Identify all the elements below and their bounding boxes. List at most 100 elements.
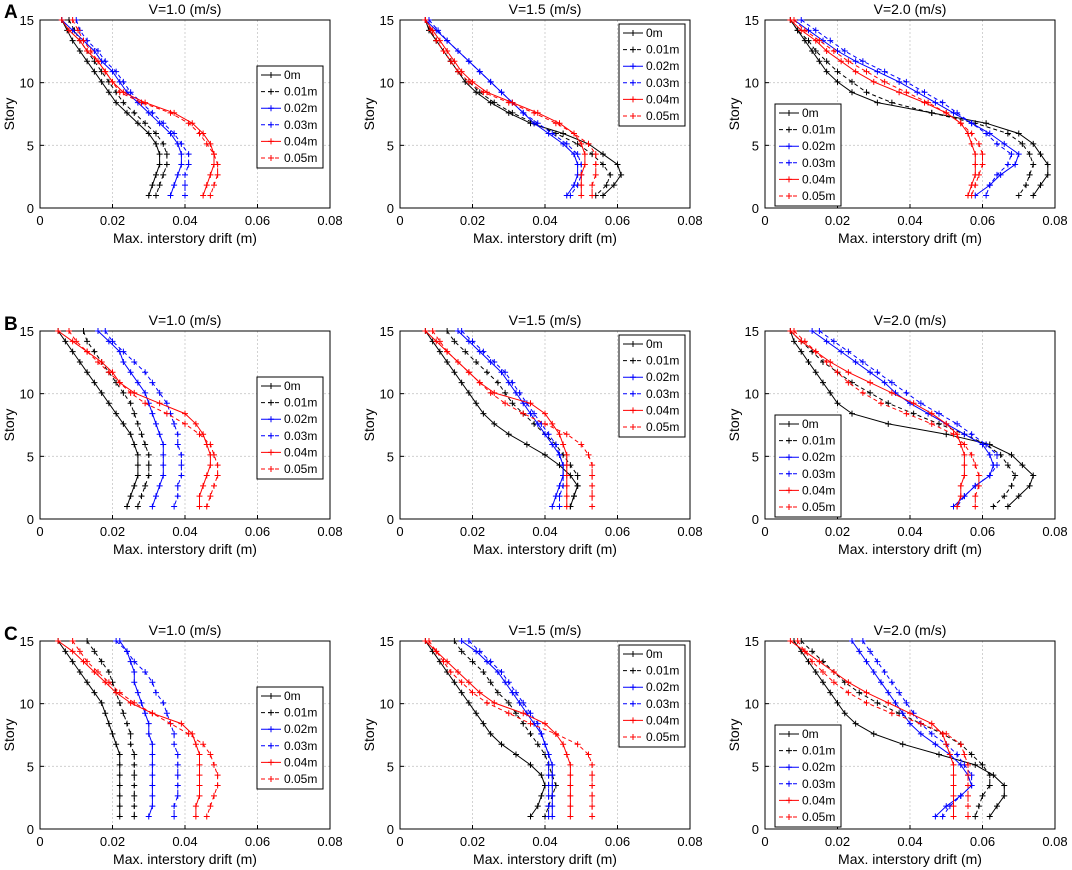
data-point xyxy=(444,348,451,355)
data-point xyxy=(134,379,141,386)
data-point xyxy=(76,668,83,675)
x-tick-label: 0 xyxy=(761,834,768,849)
data-point xyxy=(852,358,859,365)
data-point xyxy=(542,451,548,458)
data-point xyxy=(556,431,563,438)
data-point xyxy=(542,720,548,727)
legend-marker xyxy=(630,667,636,674)
data-point xyxy=(178,472,185,479)
series-line-0-05m xyxy=(68,330,219,507)
data-point xyxy=(994,451,1000,458)
data-point xyxy=(171,503,178,510)
data-point xyxy=(954,109,961,116)
data-point xyxy=(1030,161,1037,168)
data-point xyxy=(574,482,581,489)
y-tick-label: 5 xyxy=(387,449,394,464)
data-point xyxy=(138,493,145,500)
data-point xyxy=(160,140,167,147)
chart-title: V=1.5 (m/s) xyxy=(509,312,582,328)
data-point xyxy=(820,668,826,675)
data-point xyxy=(1019,140,1026,147)
data-point xyxy=(171,130,178,137)
data-point xyxy=(545,792,552,799)
data-point xyxy=(809,328,816,334)
data-point xyxy=(589,503,596,510)
data-point xyxy=(957,792,964,799)
data-point xyxy=(131,772,138,779)
data-point xyxy=(149,710,156,717)
data-point xyxy=(109,338,116,345)
data-point xyxy=(578,192,585,199)
data-point xyxy=(820,379,826,386)
data-point xyxy=(845,379,852,386)
data-point xyxy=(105,679,112,686)
data-point xyxy=(801,338,808,345)
legend-marker xyxy=(268,759,274,766)
y-axis-label: Story xyxy=(361,98,377,131)
data-point xyxy=(545,813,552,820)
legend-label: 0m xyxy=(802,417,819,431)
y-tick-label: 0 xyxy=(387,512,394,527)
data-point xyxy=(214,462,221,469)
data-point xyxy=(156,151,163,158)
data-point xyxy=(820,679,826,686)
legend-box xyxy=(256,65,324,169)
data-point xyxy=(171,803,178,810)
data-point xyxy=(487,658,494,665)
data-point xyxy=(62,648,69,655)
legend: 0m 0.01m 0.02m 0.03m 0.04m 0.05m xyxy=(774,414,842,518)
data-point xyxy=(66,328,72,334)
data-point xyxy=(149,410,156,417)
legend-label: 0m xyxy=(646,647,663,661)
data-point xyxy=(487,389,494,396)
x-tick-label: 0.08 xyxy=(317,834,342,849)
data-point xyxy=(994,171,1000,178)
data-point xyxy=(975,140,982,147)
data-point xyxy=(84,348,91,355)
data-point xyxy=(921,89,928,96)
data-point xyxy=(458,648,465,655)
data-point xyxy=(827,37,834,44)
x-tick-label: 0.08 xyxy=(1042,524,1067,539)
data-point xyxy=(465,389,472,396)
data-point xyxy=(153,130,159,137)
data-point xyxy=(498,89,505,96)
data-point xyxy=(469,658,476,665)
legend-label: 0.02m xyxy=(802,139,835,153)
data-point xyxy=(563,472,570,479)
data-point xyxy=(1023,182,1029,189)
data-point xyxy=(203,140,210,147)
legend-marker xyxy=(268,466,274,472)
data-point xyxy=(196,761,203,768)
legend-label: 0.01m xyxy=(284,706,317,720)
x-tick-label: 0.04 xyxy=(532,524,557,539)
data-point xyxy=(149,182,156,189)
data-point xyxy=(142,710,149,717)
data-point xyxy=(791,328,797,334)
data-point xyxy=(1008,151,1015,158)
data-point xyxy=(1015,151,1022,158)
x-tick-label: 0.04 xyxy=(172,834,197,849)
data-point xyxy=(498,741,505,748)
data-point xyxy=(174,782,181,789)
data-point xyxy=(145,462,152,469)
data-point xyxy=(520,710,527,717)
data-point xyxy=(476,68,483,75)
data-point xyxy=(142,441,149,448)
data-point xyxy=(896,689,903,696)
data-point xyxy=(545,803,552,810)
legend-label: 0.04m xyxy=(284,134,317,148)
legend-marker xyxy=(268,138,274,145)
data-point xyxy=(178,462,185,469)
legend: 0m 0.01m 0.02m 0.03m 0.04m 0.05m xyxy=(774,724,842,828)
legend-marker xyxy=(268,776,274,782)
data-point xyxy=(444,358,451,365)
data-point xyxy=(556,493,563,500)
legend-marker xyxy=(630,79,636,86)
data-point xyxy=(149,782,156,789)
data-point xyxy=(171,813,178,820)
data-point xyxy=(1012,161,1019,168)
data-point xyxy=(116,772,123,779)
data-point xyxy=(505,699,512,706)
data-point xyxy=(600,161,606,168)
